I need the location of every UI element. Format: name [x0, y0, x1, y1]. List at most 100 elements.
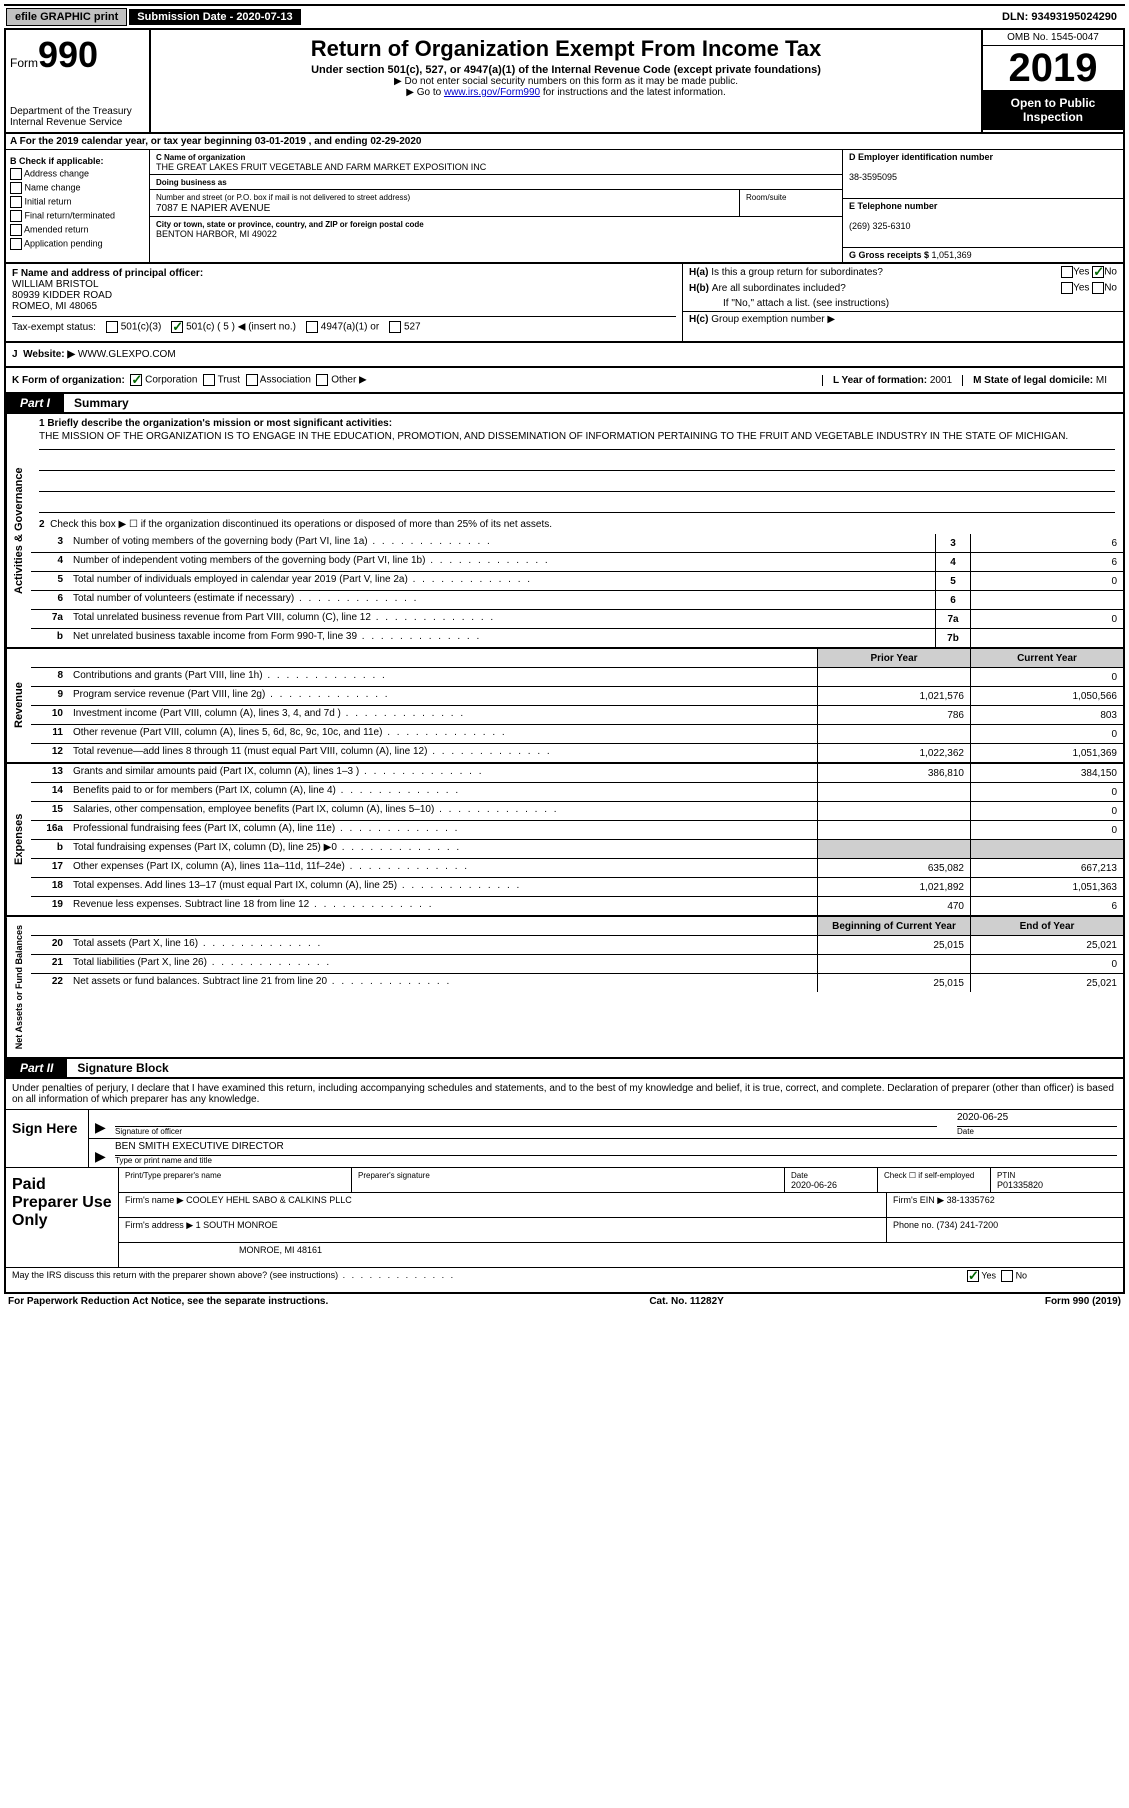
prior-year-value: 1,021,892 — [817, 878, 970, 896]
section-bcd: B Check if applicable: Address change Na… — [4, 150, 1125, 264]
footer-right: Form 990 (2019) — [1045, 1296, 1121, 1307]
line-description: Salaries, other compensation, employee b… — [69, 802, 817, 820]
table-row: b Net unrelated business taxable income … — [31, 629, 1123, 647]
officer-name: WILLIAM BRISTOL — [12, 279, 676, 290]
checkbox-527[interactable] — [389, 321, 401, 333]
part2-tab: Part II — [6, 1059, 67, 1077]
firm-addr-label: Firm's address ▶ — [125, 1220, 193, 1230]
form-subtitle-2: ▶ Do not enter social security numbers o… — [159, 76, 973, 87]
checkbox-final-return[interactable] — [10, 210, 22, 222]
checkbox-501c3[interactable] — [106, 321, 118, 333]
checkbox-hb-yes[interactable] — [1061, 282, 1073, 294]
opt-501c3: 501(c)(3) — [121, 322, 162, 333]
firm-ein-label: Firm's EIN ▶ — [893, 1195, 944, 1205]
checkbox-name-change[interactable] — [10, 182, 22, 194]
row-k: K Form of organization: Corporation Trus… — [4, 368, 1125, 394]
beginning-year-header: Beginning of Current Year — [817, 917, 970, 935]
side-label-governance: Activities & Governance — [6, 414, 31, 647]
current-year-value: 0 — [970, 802, 1123, 820]
line-description: Total revenue—add lines 8 through 11 (mu… — [69, 744, 817, 762]
line-box: 7b — [935, 629, 970, 647]
checkbox-ha-yes[interactable] — [1061, 266, 1073, 278]
ein-label: D Employer identification number — [849, 152, 993, 162]
column-c: C Name of organization THE GREAT LAKES F… — [150, 150, 842, 262]
line-number: 21 — [31, 955, 69, 973]
officer-addr2: ROMEO, MI 48065 — [12, 301, 676, 312]
no-label: No — [1104, 267, 1117, 278]
prior-year-value — [817, 821, 970, 839]
dln-label: DLN: 93493195024290 — [994, 9, 1125, 25]
form-title: Return of Organization Exempt From Incom… — [159, 36, 973, 62]
checkbox-application-pending[interactable] — [10, 238, 22, 250]
checkbox-discuss-yes[interactable] — [967, 1270, 979, 1282]
checkbox-initial-return[interactable] — [10, 196, 22, 208]
line-number: 16a — [31, 821, 69, 839]
checkbox-trust[interactable] — [203, 374, 215, 386]
checkbox-hb-no[interactable] — [1092, 282, 1104, 294]
j-label: J — [12, 349, 18, 360]
ptin-label: PTIN — [997, 1171, 1015, 1180]
row-a-tax-year: A For the 2019 calendar year, or tax yea… — [4, 134, 1125, 150]
checkbox-address-change[interactable] — [10, 168, 22, 180]
preparer-label: Paid Preparer Use Only — [6, 1168, 119, 1267]
firm-addr1: 1 SOUTH MONROE — [196, 1220, 278, 1230]
line-description: Total number of volunteers (estimate if … — [69, 591, 935, 609]
table-row: 6 Total number of volunteers (estimate i… — [31, 591, 1123, 610]
discuss-text: May the IRS discuss this return with the… — [12, 1270, 338, 1280]
efile-button[interactable]: efile GRAPHIC print — [6, 8, 127, 26]
current-year-value — [970, 840, 1123, 858]
line-number: 5 — [31, 572, 69, 590]
line-number: 10 — [31, 706, 69, 724]
checkbox-4947[interactable] — [306, 321, 318, 333]
ptin-value: P01335820 — [997, 1180, 1043, 1190]
table-row: 3 Number of voting members of the govern… — [31, 534, 1123, 553]
checkbox-501c[interactable] — [171, 321, 183, 333]
phone-value: (734) 241-7200 — [937, 1220, 999, 1230]
hc-text: Group exemption number ▶ — [711, 314, 835, 325]
signature-declaration: Under penalties of perjury, I declare th… — [6, 1079, 1123, 1110]
form-number: 990 — [38, 34, 98, 75]
sign-here-label: Sign Here — [6, 1110, 89, 1167]
firm-name: COOLEY HEHL SABO & CALKINS PLLC — [186, 1195, 352, 1205]
line-description: Net assets or fund balances. Subtract li… — [69, 974, 817, 992]
arrow-icon: ▶ — [95, 1148, 115, 1165]
checkbox-discuss-no[interactable] — [1001, 1270, 1013, 1282]
current-year-value: 384,150 — [970, 764, 1123, 782]
prep-date: 2020-06-26 — [791, 1180, 837, 1190]
line-description: Number of voting members of the governin… — [69, 534, 935, 552]
prior-year-value — [817, 783, 970, 801]
signature-block: Under penalties of perjury, I declare th… — [4, 1079, 1125, 1294]
street-label: Number and street (or P.O. box if mail i… — [156, 193, 410, 202]
m-value: MI — [1096, 375, 1107, 386]
prep-name-label: Print/Type preparer's name — [125, 1171, 221, 1180]
side-label-net-assets: Net Assets or Fund Balances — [6, 917, 31, 1057]
checkbox-association[interactable] — [246, 374, 258, 386]
room-label: Room/suite — [746, 193, 786, 202]
current-year-value: 0 — [970, 783, 1123, 801]
line-number: b — [31, 840, 69, 858]
goto-suffix: for instructions and the latest informat… — [540, 87, 726, 98]
prior-year-value: 786 — [817, 706, 970, 724]
header-left: Form990 Department of the Treasury Inter… — [6, 30, 151, 132]
checkbox-amended[interactable] — [10, 224, 22, 236]
current-year-value: 0 — [970, 955, 1123, 973]
part1-title: Summary — [64, 396, 129, 410]
prior-year-value — [817, 840, 970, 858]
cb-label: Name change — [25, 182, 81, 192]
checkbox-ha-no[interactable] — [1092, 266, 1104, 278]
line-description: Total number of individuals employed in … — [69, 572, 935, 590]
prior-year-value: 470 — [817, 897, 970, 915]
table-row: 19 Revenue less expenses. Subtract line … — [31, 897, 1123, 915]
current-year-value: 6 — [970, 897, 1123, 915]
table-row: 22 Net assets or fund balances. Subtract… — [31, 974, 1123, 992]
table-row: 17 Other expenses (Part IX, column (A), … — [31, 859, 1123, 878]
opt-501c: 501(c) ( 5 ) ◀ (insert no.) — [186, 322, 296, 333]
checkbox-other[interactable] — [316, 374, 328, 386]
checkbox-corporation[interactable] — [130, 374, 142, 386]
opt-527: 527 — [404, 322, 421, 333]
line-number: 7a — [31, 610, 69, 628]
instructions-link[interactable]: www.irs.gov/Form990 — [444, 87, 540, 98]
table-row: 8 Contributions and grants (Part VIII, l… — [31, 668, 1123, 687]
current-year-value: 0 — [970, 821, 1123, 839]
current-year-value: 667,213 — [970, 859, 1123, 877]
